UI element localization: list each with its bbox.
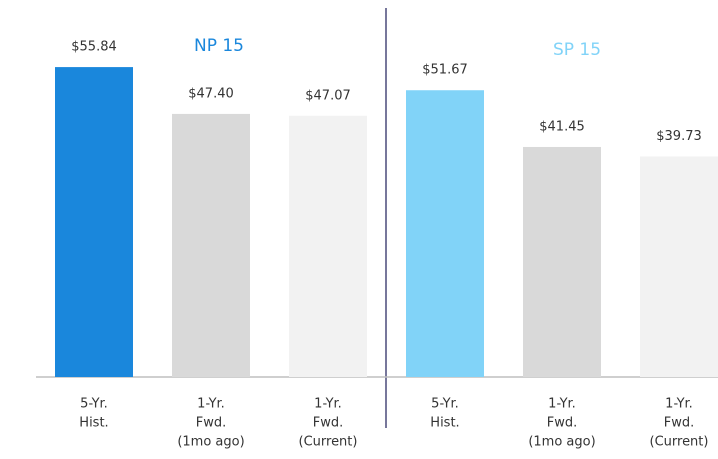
value-label: $51.67 [422,63,468,78]
x-tick-label: Hist. [79,416,108,431]
bar [406,90,484,377]
bar [172,113,250,378]
value-label: $47.07 [305,88,351,103]
x-tick-label: 5-Yr. [431,397,459,412]
x-tick-label: Fwd. [196,416,227,431]
bar [640,156,718,377]
x-tick-label: (Current) [650,435,709,450]
value-label: $39.73 [656,129,702,144]
chart-title: NP 15 [194,36,244,56]
x-tick-label: Fwd. [547,416,578,431]
bar [289,115,367,377]
x-tick-label: 5-Yr. [80,397,108,412]
x-tick-label: 1-Yr. [665,397,693,412]
x-tick-label: Fwd. [664,416,695,431]
value-label: $55.84 [71,40,117,55]
value-label: $41.45 [539,119,585,134]
x-tick-label: (Current) [299,435,358,450]
x-tick-label: Hist. [430,416,459,431]
x-tick-label: 1-Yr. [548,397,576,412]
chart-title: SP 15 [553,40,601,60]
x-tick-label: (1mo ago) [528,435,595,450]
x-tick-label: (1mo ago) [177,435,244,450]
x-tick-label: 1-Yr. [197,397,225,412]
bar [55,67,133,377]
x-tick-label: Fwd. [313,416,344,431]
value-label: $47.40 [188,86,234,101]
x-tick-label: 1-Yr. [314,397,342,412]
bar [523,146,601,377]
